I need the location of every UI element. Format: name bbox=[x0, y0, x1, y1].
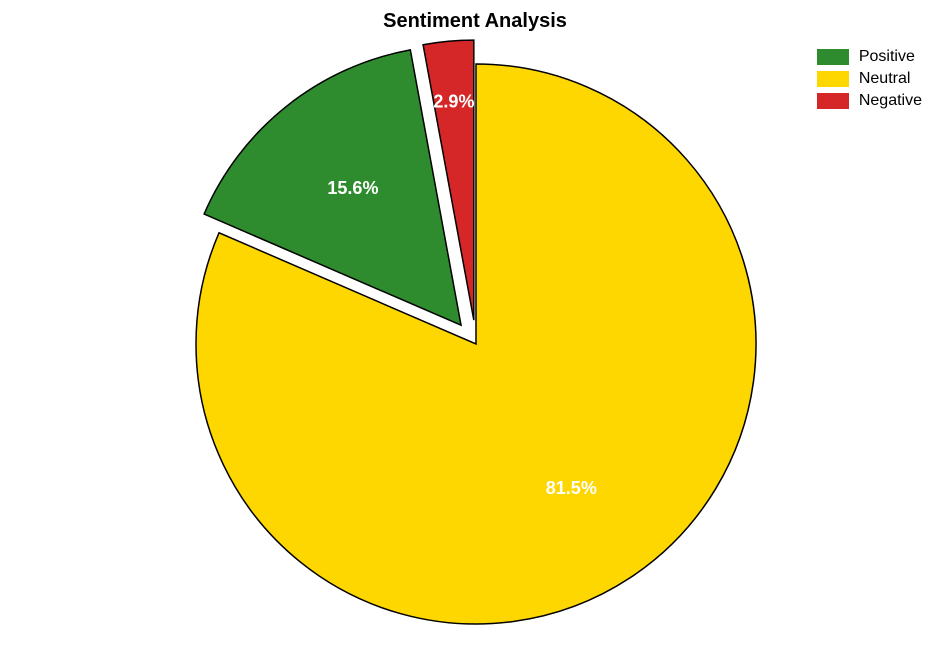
legend-swatch-negative bbox=[817, 93, 849, 109]
pie-label-neutral: 81.5% bbox=[546, 478, 597, 498]
legend-item-negative: Negative bbox=[817, 92, 922, 110]
legend: Positive Neutral Negative bbox=[817, 48, 922, 114]
legend-label-positive: Positive bbox=[859, 48, 915, 66]
legend-item-neutral: Neutral bbox=[817, 70, 922, 88]
legend-swatch-positive bbox=[817, 49, 849, 65]
pie-label-negative: 2.9% bbox=[433, 91, 474, 111]
pie-label-positive: 15.6% bbox=[327, 178, 378, 198]
legend-swatch-neutral bbox=[817, 71, 849, 87]
pie-chart-svg: 81.5% 15.6% 2.9% bbox=[0, 0, 950, 662]
legend-label-neutral: Neutral bbox=[859, 70, 911, 88]
legend-item-positive: Positive bbox=[817, 48, 922, 66]
legend-label-negative: Negative bbox=[859, 92, 922, 110]
